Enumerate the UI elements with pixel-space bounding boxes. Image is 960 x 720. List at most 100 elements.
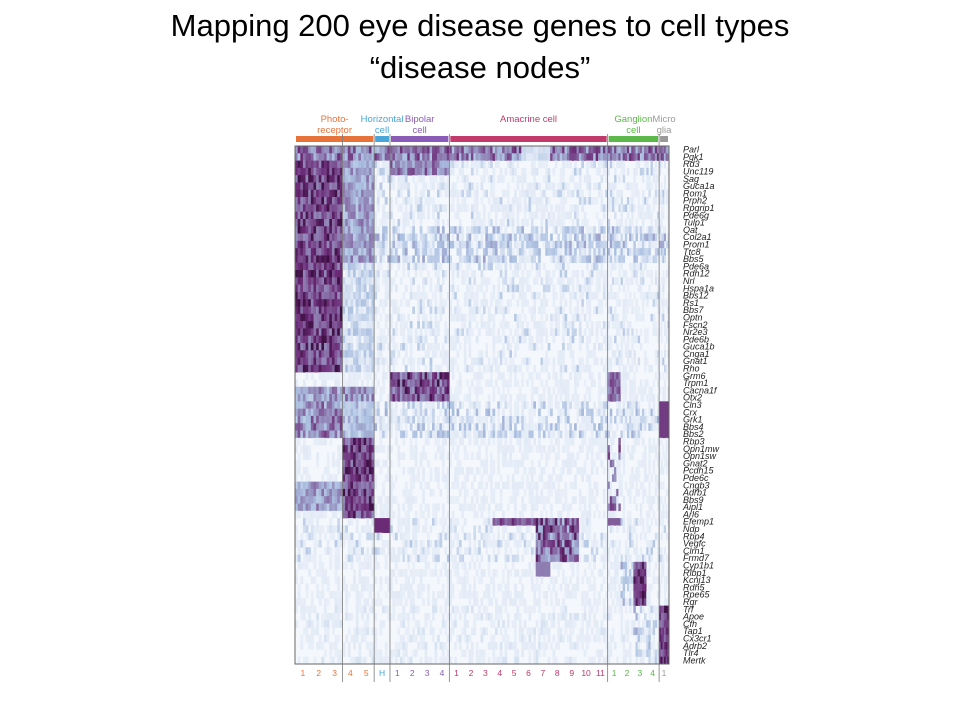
heatmap-cell — [622, 153, 626, 161]
heatmap-cell — [310, 277, 314, 285]
heatmap-cell — [667, 423, 670, 431]
heatmap-cell — [523, 445, 527, 453]
heatmap-cell — [302, 204, 306, 212]
heatmap-cell — [667, 204, 670, 212]
heatmap-cell — [358, 270, 362, 278]
heatmap-cell — [618, 218, 621, 227]
heatmap-cell — [321, 153, 325, 161]
heatmap-cell — [316, 248, 320, 256]
heatmap-cell — [618, 255, 621, 264]
heatmap-cell — [302, 350, 306, 358]
heatmap-cell — [394, 248, 398, 256]
heatmap-cell — [633, 423, 636, 431]
heatmap-cell — [611, 182, 615, 191]
heatmap-cell — [521, 379, 525, 388]
heatmap-cell — [571, 335, 575, 344]
heatmap-cell — [310, 313, 314, 322]
heatmap-cell — [470, 240, 474, 249]
heatmap-cell — [586, 306, 589, 315]
heatmap-cell — [297, 430, 301, 439]
heatmap-cell — [360, 153, 364, 161]
heatmap-cell — [331, 291, 335, 300]
heatmap-cell — [633, 255, 636, 264]
heatmap-cell — [588, 328, 592, 336]
heatmap-cell — [436, 189, 440, 198]
heatmap-cell — [586, 335, 589, 344]
heatmap-cell — [326, 306, 330, 315]
heatmap-cell — [574, 211, 577, 220]
heatmap-cell — [384, 321, 388, 329]
heatmap-cell — [545, 299, 548, 307]
heatmap-cell — [557, 262, 560, 271]
heatmap-cell — [545, 328, 548, 336]
heatmap-cell — [641, 175, 645, 183]
heatmap-cell — [297, 240, 301, 249]
heatmap-cell — [478, 415, 481, 424]
heatmap-cell — [324, 197, 327, 205]
heatmap-cell — [660, 481, 663, 490]
heatmap-cell — [384, 248, 388, 256]
heatmap-cell — [511, 277, 515, 285]
heatmap-cell — [300, 321, 304, 329]
heatmap-cell — [436, 255, 440, 264]
heatmap-cell — [363, 299, 367, 307]
heatmap-cell — [509, 430, 513, 439]
heatmap-cell — [308, 415, 312, 424]
heatmap-cell — [482, 204, 486, 212]
heatmap-cell — [626, 153, 630, 161]
heatmap-cell — [360, 488, 364, 497]
heatmap-cell — [611, 350, 615, 358]
heatmap-cell — [409, 167, 413, 176]
heatmap-cell — [404, 299, 408, 307]
heatmap-cell — [432, 401, 435, 409]
heatmap-cell — [316, 423, 320, 431]
heatmap-cell — [360, 452, 364, 461]
heatmap-cell — [540, 299, 544, 307]
heatmap-cell — [620, 408, 623, 417]
heatmap-cell — [509, 146, 513, 154]
heatmap-cell — [339, 284, 343, 293]
heatmap-cell — [417, 204, 420, 212]
heatmap-cell — [302, 386, 306, 395]
heatmap-cell — [412, 255, 416, 264]
heatmap-cell — [609, 364, 613, 373]
heatmap-cell — [295, 423, 298, 431]
heatmap-cell — [499, 321, 503, 329]
heatmap-cell — [342, 255, 346, 264]
heatmap-cell — [466, 467, 469, 475]
heatmap-cell — [528, 182, 532, 191]
heatmap-cell — [662, 386, 665, 395]
heatmap-cell — [414, 474, 418, 482]
heatmap-cell — [644, 153, 647, 161]
heatmap-cell — [586, 350, 589, 358]
heatmap-cell — [631, 233, 634, 242]
heatmap-cell — [509, 423, 513, 431]
heatmap-cell — [399, 379, 403, 388]
heatmap-cell — [407, 357, 411, 366]
heatmap-cell — [504, 481, 508, 490]
heatmap-cell — [407, 335, 411, 344]
heatmap-cell — [637, 211, 641, 220]
heatmap-cell — [347, 459, 351, 468]
heatmap-cell — [407, 262, 411, 271]
heatmap-cell — [321, 328, 325, 336]
heatmap-cell — [347, 415, 351, 424]
heatmap-cell — [562, 350, 565, 358]
heatmap-cell — [482, 255, 486, 264]
heatmap-cell — [308, 350, 312, 358]
heatmap-cell — [310, 415, 314, 424]
heatmap-cell — [358, 364, 362, 373]
heatmap-cell — [326, 248, 330, 256]
heatmap-cell — [302, 467, 306, 475]
heatmap-cell — [499, 240, 503, 249]
heatmap-cell — [305, 175, 309, 183]
heatmap-cell — [345, 262, 349, 271]
heatmap-cell — [564, 481, 568, 490]
heatmap-cell — [492, 240, 496, 249]
heatmap-cell — [583, 313, 587, 322]
heatmap-cell — [633, 167, 636, 176]
heatmap-cell — [436, 233, 440, 242]
heatmap-cell — [434, 372, 438, 380]
heatmap-cell — [331, 394, 335, 402]
